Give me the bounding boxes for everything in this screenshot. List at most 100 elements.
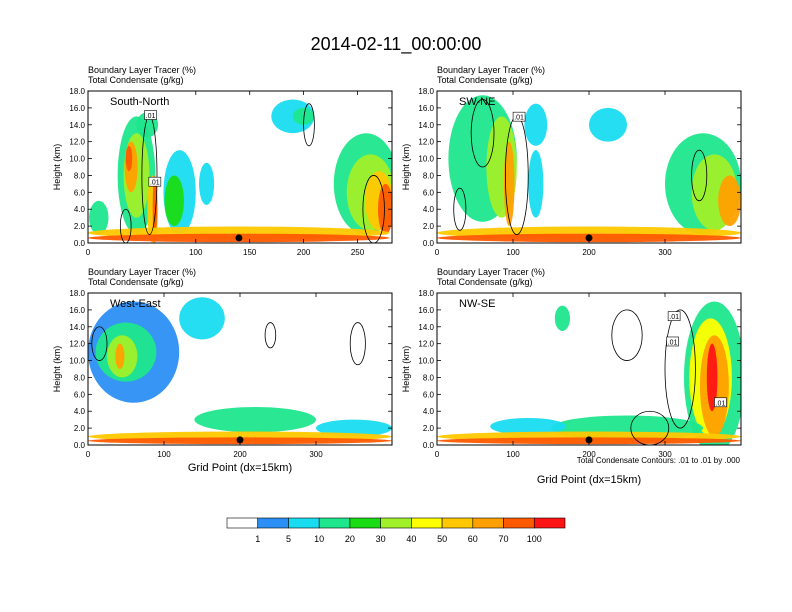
y-tick-label: 18.0 <box>418 289 434 298</box>
tracer-shading-blob <box>524 103 548 146</box>
contour-label: .01 <box>668 339 678 346</box>
colorbar-swatch <box>288 517 320 529</box>
y-tick-label: 12.0 <box>418 138 434 147</box>
condensate-contour <box>264 322 277 349</box>
x-tick-label: 300 <box>658 248 672 257</box>
y-tick-label: 12.0 <box>69 138 85 147</box>
y-tick-label: 14.0 <box>69 121 85 130</box>
y-tick-label: 10.0 <box>418 357 434 366</box>
y-tick-label: 8.0 <box>423 373 435 382</box>
shaded-field: .01 .01 .01 <box>437 301 741 445</box>
shaded-field <box>88 297 392 445</box>
location-marker <box>236 436 244 444</box>
x-tick-label: 200 <box>297 248 311 257</box>
y-tick-label: 14.0 <box>418 323 434 332</box>
y-tick-label: 0.0 <box>74 441 86 450</box>
x-tick-label: 0 <box>86 248 91 257</box>
tracer-shading-blob <box>377 183 392 235</box>
panel-title-line2: Total Condensate (g/kg) <box>437 277 533 287</box>
tracer-shading-blob <box>152 175 157 243</box>
tracer-shading-blob <box>718 175 741 227</box>
y-tick-label: 18.0 <box>418 87 434 96</box>
y-tick-label: 2.0 <box>423 222 435 231</box>
panel-south-north: Boundary Layer Tracer (%)Total Condensat… <box>52 65 393 257</box>
shaded-field: .01 <box>437 95 741 243</box>
y-axis-label: Height (km) <box>401 346 411 393</box>
colorbar-tick-label: 60 <box>468 534 478 544</box>
colorbar-swatch <box>472 517 504 529</box>
contour-label-box <box>667 311 681 321</box>
y-axis-label: Height (km) <box>52 144 62 191</box>
panel-title-line2: Total Condensate (g/kg) <box>88 277 184 287</box>
x-tick-label: 100 <box>189 248 203 257</box>
tracer-shading-blob <box>115 343 125 370</box>
y-tick-label: 16.0 <box>69 306 85 315</box>
panel-title-line1: Boundary Layer Tracer (%) <box>88 65 196 75</box>
location-marker <box>585 436 593 444</box>
x-tick-label: 0 <box>435 248 440 257</box>
y-tick-label: 4.0 <box>423 407 435 416</box>
plot-frame <box>87 90 393 244</box>
condensate-contour <box>664 309 696 429</box>
colorbar-swatch <box>380 517 412 529</box>
panel-sw-ne: Boundary Layer Tracer (%)Total Condensat… <box>401 65 742 257</box>
condensate-contour <box>691 149 708 202</box>
y-tick-label: 10.0 <box>69 155 85 164</box>
colorbar-swatch <box>503 517 535 529</box>
y-tick-label: 0.0 <box>423 441 435 450</box>
condensate-contour <box>611 309 643 361</box>
colorbar-swatch <box>349 517 381 529</box>
tracer-shading-blob <box>490 417 567 435</box>
condensate-contour <box>453 187 467 231</box>
tracer-shading-blob <box>89 200 109 235</box>
y-tick-label: 12.0 <box>418 340 434 349</box>
colorbar-swatch <box>257 517 289 529</box>
colorbar-tick-label: 50 <box>437 534 447 544</box>
contour-label: .01 <box>150 180 160 187</box>
colorbar-tick-label: 10 <box>314 534 324 544</box>
panel-title-line1: Boundary Layer Tracer (%) <box>437 267 545 277</box>
y-tick-label: 6.0 <box>423 188 435 197</box>
colorbar-tick-label: 1 <box>255 534 260 544</box>
tracer-shading-blob <box>164 175 184 227</box>
contour-label: .01 <box>146 113 156 120</box>
y-tick-label: 8.0 <box>423 171 435 180</box>
contour-label-box <box>666 336 679 347</box>
colorbar-swatch <box>318 517 351 529</box>
tracer-shading-blob <box>316 419 392 437</box>
panel-west-east: Boundary Layer Tracer (%)Total Condensat… <box>52 267 393 474</box>
panel-label: South-North <box>110 96 169 108</box>
colorbar-tick-label: 30 <box>376 534 386 544</box>
y-tick-label: 16.0 <box>418 306 434 315</box>
y-tick-label: 4.0 <box>74 205 86 214</box>
condensate-contour <box>303 103 315 147</box>
condensate-contour <box>119 208 132 243</box>
y-tick-label: 0.0 <box>74 239 86 248</box>
tracer-shading-blob <box>706 343 718 412</box>
contour-label-box <box>714 397 727 408</box>
contour-label-box <box>512 111 526 122</box>
y-tick-label: 12.0 <box>69 340 85 349</box>
contour-footnote: Total Condensate Contours: .01 to .01 by… <box>577 456 741 465</box>
x-axis-label: Grid Point (dx=15km) <box>537 474 641 486</box>
colorbar-tick-label: 100 <box>527 534 542 544</box>
x-tick-label: 100 <box>506 450 520 459</box>
y-tick-label: 2.0 <box>74 424 86 433</box>
y-tick-label: 18.0 <box>69 87 85 96</box>
contour-label: .01 <box>514 115 524 122</box>
panel-title-line1: Boundary Layer Tracer (%) <box>88 267 196 277</box>
y-tick-label: 16.0 <box>69 104 85 113</box>
x-tick-label: 300 <box>309 450 323 459</box>
y-tick-label: 6.0 <box>74 390 86 399</box>
tracer-shading-blob <box>125 145 133 172</box>
panel-nw-se: Boundary Layer Tracer (%)Total Condensat… <box>401 267 742 486</box>
y-tick-label: 6.0 <box>423 390 435 399</box>
panel-label: NW-SE <box>459 298 495 310</box>
y-tick-label: 14.0 <box>69 323 85 332</box>
y-axis-label: Height (km) <box>52 346 62 393</box>
x-tick-label: 200 <box>582 248 596 257</box>
contour-label: .01 <box>716 400 726 407</box>
x-tick-label: 100 <box>157 450 171 459</box>
x-tick-label: 300 <box>658 450 672 459</box>
condensate-contour <box>470 99 495 168</box>
